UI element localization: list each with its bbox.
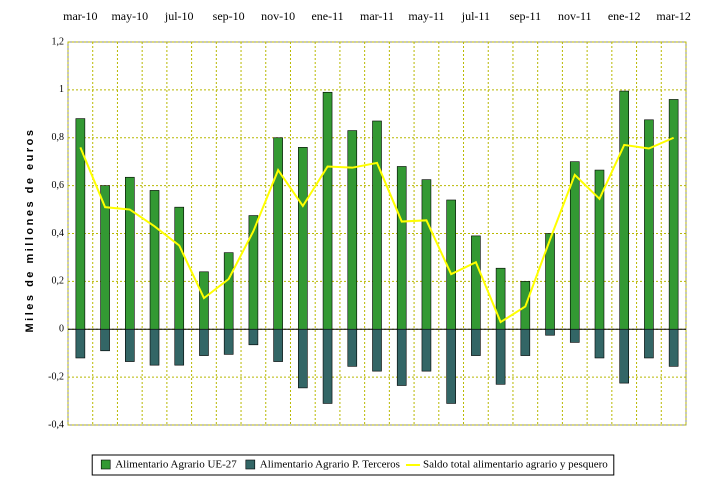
bar [471,328,481,356]
bar [298,147,308,330]
x-tick-label: sep-11 [510,9,542,23]
bar [372,328,382,372]
bar [619,90,630,330]
y-tick-label: -0,4 [48,419,64,430]
bar [199,328,209,356]
line [79,136,675,324]
bar [471,235,481,330]
bar [421,179,432,330]
x-tick-label: sep-10 [213,9,245,23]
y-tick-label: 0 [59,324,64,335]
x-tick-label: mar-10 [63,9,97,23]
bar [149,328,160,366]
bar [322,91,333,330]
bar [273,328,283,362]
x-tick-label: ene-12 [608,9,641,23]
x-tick-label: nov-10 [261,9,295,23]
bar [75,118,86,330]
bar [347,328,358,367]
bar [174,206,185,330]
bar [545,328,555,336]
y-tick-label: 0,2 [52,276,65,287]
legend-box [91,454,615,476]
bar [125,176,135,330]
bar [396,166,407,330]
bar [644,328,654,359]
x-tick-label: mar-11 [360,9,394,23]
bar [100,328,110,352]
bar [446,328,456,404]
bar [569,328,580,343]
x-tick-label: nov-11 [558,9,592,23]
bar [495,328,506,385]
bar [199,271,209,330]
bar [149,190,160,330]
bar [125,328,135,362]
legend-symbol [245,459,256,470]
bar [668,99,679,330]
bar [273,137,283,330]
x-tick-label: jul-11 [461,9,490,23]
bar [174,328,185,366]
x-tick-label: mar-12 [656,9,690,23]
y-axis-label: Miles de millones de euros [24,128,36,333]
legend-symbol [100,459,111,470]
y-tick-label: 0,8 [52,132,65,143]
y-tick-label: -0,2 [48,371,64,382]
y-tick-label: 0,4 [52,228,65,239]
legend-label: Alimentario Agrario P. Terceros [260,459,400,471]
bar [248,328,259,346]
bar [298,328,308,389]
bar [223,252,234,330]
bar [619,328,630,384]
bar [372,120,382,330]
bar [569,161,580,330]
bar [446,199,456,330]
bar [75,328,86,359]
bar [520,328,531,356]
y-tick-label: 1 [59,84,64,95]
bar [347,130,358,330]
y-tick-label: 0,6 [52,180,65,191]
bar [396,328,407,386]
bar [322,328,333,404]
bar [594,328,605,359]
x-tick-label: jul-10 [164,9,194,23]
legend-label: Alimentario Agrario UE-27 [115,459,237,471]
legend: Alimentario Agrario UE-27 Alimentario Agr… [91,454,615,476]
x-tick-label: ene-11 [311,9,343,23]
bar [223,328,234,355]
bar [421,328,432,372]
legend-label: Saldo total alimentario agrario y pesque… [423,459,608,471]
bar [644,119,654,330]
y-tick-label: 1,2 [52,36,65,47]
x-tick-label: may-11 [408,9,444,23]
bar [668,328,679,367]
x-tick-label: may-10 [111,9,148,23]
